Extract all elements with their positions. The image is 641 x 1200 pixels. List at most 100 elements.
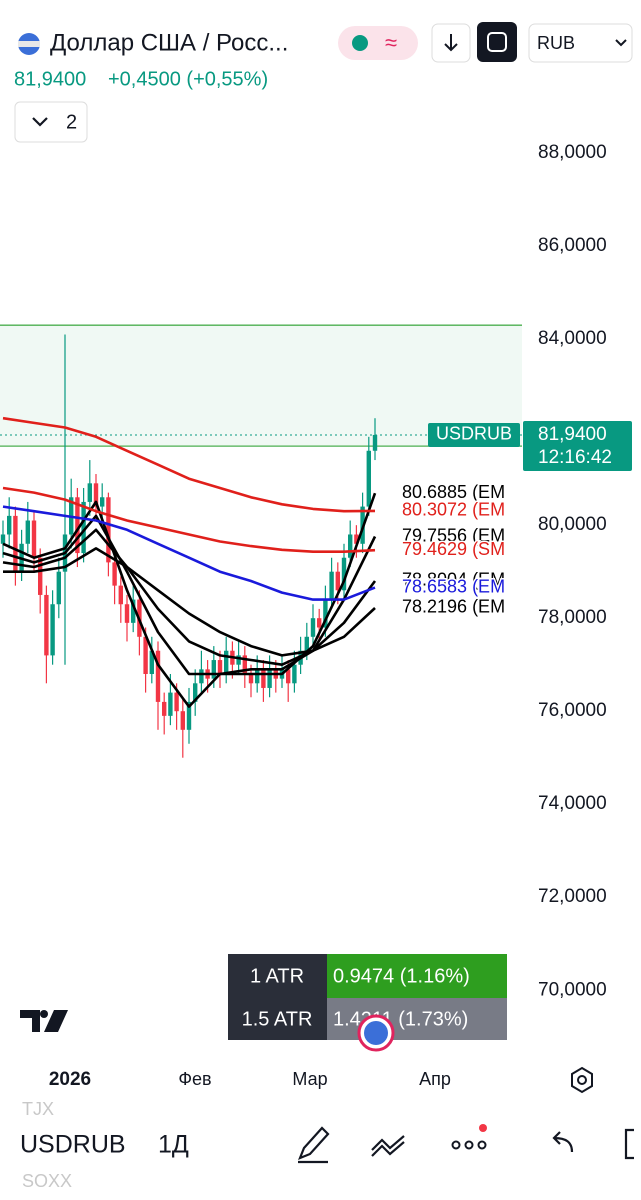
x-tick-label: Мар bbox=[292, 1069, 327, 1089]
candle-body bbox=[87, 483, 92, 502]
indicator-line bbox=[2, 505, 376, 601]
fullscreen-icon bbox=[487, 32, 507, 52]
x-tick-label: Апр bbox=[419, 1069, 451, 1089]
candle-body bbox=[112, 562, 117, 586]
more-icon[interactable] bbox=[451, 1140, 461, 1150]
candle-body bbox=[193, 683, 198, 702]
indicator-label: 80.6885 (EM bbox=[402, 482, 505, 502]
candle-body bbox=[310, 618, 316, 637]
download-icon bbox=[444, 34, 458, 52]
settings-icon bbox=[577, 1075, 587, 1085]
price-change: +0,4500 (+0,55%) bbox=[108, 68, 268, 90]
status-pill[interactable] bbox=[338, 26, 418, 60]
atr-label: 1.5 ATR bbox=[242, 1008, 313, 1030]
panel-icon[interactable] bbox=[624, 1128, 634, 1160]
y-tick-label: 88,0000 bbox=[538, 142, 607, 163]
candle-body bbox=[174, 692, 179, 712]
candle-body bbox=[329, 571, 334, 600]
candle-body bbox=[180, 711, 185, 730]
interval[interactable]: 1Д bbox=[158, 1131, 189, 1159]
symbol-tag-label: USDRUB bbox=[436, 424, 512, 444]
price-tag-countdown: 12:16:42 bbox=[538, 447, 612, 468]
atr-cell bbox=[228, 954, 327, 998]
atr-cell bbox=[327, 954, 507, 998]
y-tick-label: 84,0000 bbox=[538, 328, 607, 349]
candle-body bbox=[81, 501, 86, 554]
undo-icon[interactable] bbox=[552, 1131, 574, 1153]
logo bbox=[20, 1010, 68, 1032]
candle-body bbox=[0, 534, 6, 544]
candle-body bbox=[44, 594, 49, 656]
candle-body bbox=[25, 520, 30, 544]
indicator-line bbox=[3, 547, 376, 657]
candle-body bbox=[186, 701, 192, 730]
next-symbol[interactable]: SOXX bbox=[22, 1171, 72, 1191]
prev-symbol[interactable]: TJX bbox=[22, 1099, 54, 1119]
candle-body bbox=[323, 599, 328, 628]
candle-body bbox=[224, 650, 229, 674]
y-tick-label: 70,0000 bbox=[538, 979, 607, 1000]
candle-body bbox=[211, 660, 216, 679]
fullscreen-button[interactable] bbox=[477, 22, 517, 62]
atr-value: 1.4211 (1.73%) bbox=[333, 1008, 468, 1030]
atr-cell bbox=[228, 998, 327, 1040]
candle-body bbox=[118, 585, 123, 605]
currency-label: RUB bbox=[537, 33, 575, 53]
indicator-count: 2 bbox=[66, 111, 77, 133]
candle-body bbox=[13, 515, 18, 572]
notification-dot bbox=[479, 1124, 487, 1132]
candle-body bbox=[317, 618, 322, 628]
indicators-toggle[interactable] bbox=[14, 101, 88, 143]
currency-select[interactable] bbox=[528, 23, 633, 63]
candle-body bbox=[93, 483, 99, 507]
y-tick-label: 76,0000 bbox=[538, 700, 607, 721]
candle-body bbox=[50, 604, 55, 656]
settings-icon[interactable] bbox=[571, 1066, 593, 1094]
symbol-title[interactable]: Доллар США / Росс... bbox=[50, 29, 288, 56]
symbol-tag bbox=[428, 422, 520, 447]
logo bbox=[40, 1010, 48, 1018]
y-tick-label: 80,0000 bbox=[538, 514, 607, 535]
y-tick-label: 74,0000 bbox=[538, 793, 607, 814]
x-tick-label: Фев bbox=[178, 1069, 211, 1089]
y-tick-label: 78,0000 bbox=[538, 607, 607, 628]
candle-body bbox=[168, 692, 173, 716]
candle-body bbox=[7, 515, 12, 535]
candle-body bbox=[199, 669, 204, 684]
event-flag-inner bbox=[364, 1021, 388, 1045]
indicators-icon[interactable] bbox=[371, 1135, 405, 1157]
candle-body bbox=[304, 636, 309, 651]
candle-body bbox=[292, 664, 297, 684]
candle-body bbox=[267, 669, 272, 688]
candle-body bbox=[372, 434, 378, 451]
plot: 70,0000 72,0000 74,0000 76,0000 78,0000 80,00… bbox=[0, 142, 632, 1000]
chevron bbox=[32, 117, 48, 127]
draw-icon[interactable] bbox=[298, 1126, 330, 1164]
last-price: 81,9400 bbox=[14, 68, 86, 90]
candle-body bbox=[100, 497, 105, 507]
candle-body bbox=[149, 650, 154, 674]
indicator-label: 80.3072 (EM bbox=[402, 500, 505, 520]
candle-body bbox=[236, 655, 241, 665]
indicator-line bbox=[2, 486, 376, 553]
candle-body bbox=[354, 534, 359, 544]
delay-icon: ≈ bbox=[385, 30, 397, 55]
candle-body bbox=[248, 674, 254, 684]
candle-body bbox=[261, 669, 266, 688]
candle-body bbox=[242, 655, 247, 674]
candle-body bbox=[155, 650, 161, 702]
flag-icon-stripe bbox=[18, 41, 40, 47]
y-tick-label: 72,0000 bbox=[538, 886, 607, 907]
atr-value: 0.9474 (1.16%) bbox=[333, 965, 470, 987]
indicator-line bbox=[2, 492, 377, 708]
indicator-line bbox=[2, 416, 376, 513]
atr-label: 1 ATR bbox=[250, 965, 304, 987]
candle-body bbox=[341, 557, 347, 591]
candle-body bbox=[38, 557, 43, 595]
chevron bbox=[615, 39, 627, 47]
candle-body bbox=[143, 636, 148, 674]
candle-body bbox=[366, 450, 371, 507]
candle-body bbox=[286, 669, 291, 684]
symbol[interactable]: USDRUB bbox=[20, 1131, 126, 1159]
